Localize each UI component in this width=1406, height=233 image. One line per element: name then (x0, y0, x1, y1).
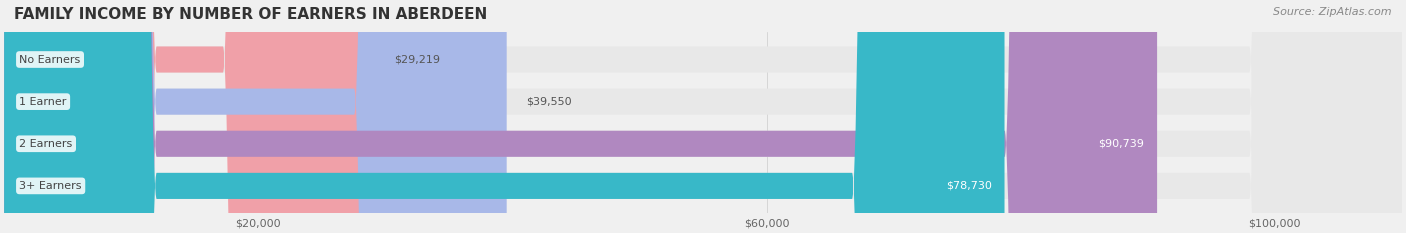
Text: Source: ZipAtlas.com: Source: ZipAtlas.com (1274, 7, 1392, 17)
FancyBboxPatch shape (4, 0, 1402, 233)
FancyBboxPatch shape (4, 0, 506, 233)
FancyBboxPatch shape (4, 0, 1157, 233)
Text: 3+ Earners: 3+ Earners (20, 181, 82, 191)
Text: 2 Earners: 2 Earners (20, 139, 73, 149)
FancyBboxPatch shape (4, 0, 375, 233)
Text: No Earners: No Earners (20, 55, 80, 65)
Text: $29,219: $29,219 (395, 55, 440, 65)
FancyBboxPatch shape (4, 0, 1004, 233)
Text: $78,730: $78,730 (946, 181, 991, 191)
FancyBboxPatch shape (4, 0, 1402, 233)
FancyBboxPatch shape (4, 0, 1402, 233)
Text: FAMILY INCOME BY NUMBER OF EARNERS IN ABERDEEN: FAMILY INCOME BY NUMBER OF EARNERS IN AB… (14, 7, 488, 22)
Text: 1 Earner: 1 Earner (20, 97, 67, 107)
Text: $39,550: $39,550 (526, 97, 571, 107)
FancyBboxPatch shape (4, 0, 1402, 233)
Text: $90,739: $90,739 (1098, 139, 1144, 149)
